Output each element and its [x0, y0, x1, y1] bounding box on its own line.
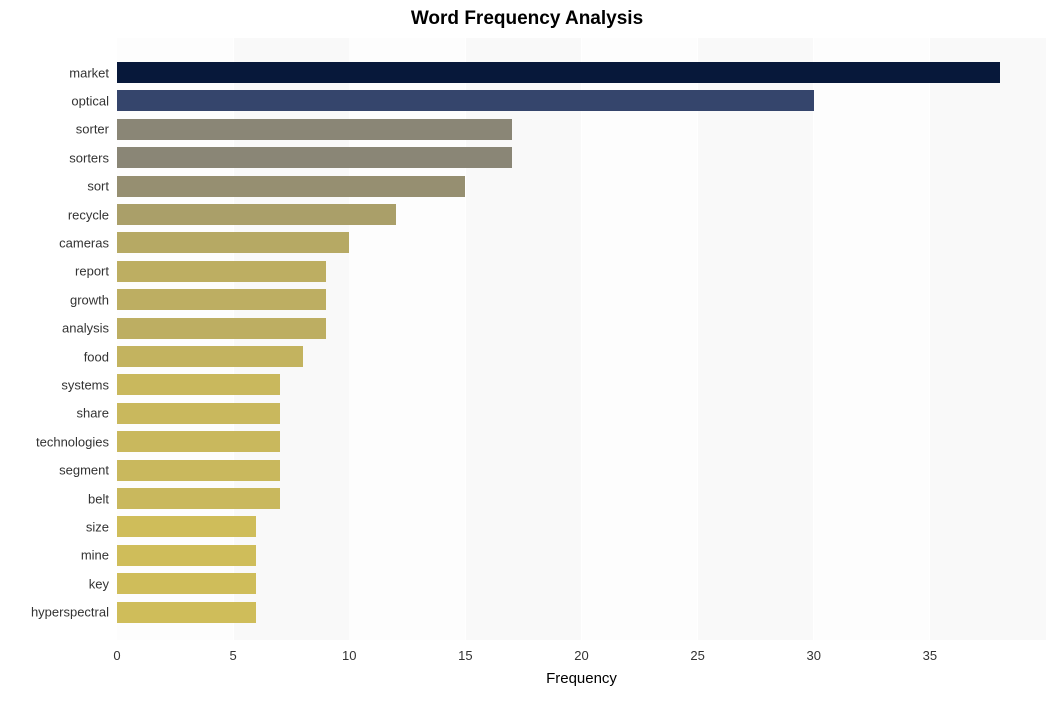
bar [117, 176, 465, 197]
bar [117, 516, 256, 537]
bar [117, 232, 349, 253]
y-tick-label: report [0, 264, 109, 279]
x-axis-title: Frequency [117, 670, 1046, 687]
x-tick-label: 0 [113, 648, 120, 663]
y-tick-label: technologies [0, 434, 109, 449]
chart-title: Word Frequency Analysis [0, 8, 1054, 30]
y-tick-label: mine [0, 548, 109, 563]
x-tick-label: 25 [690, 648, 704, 663]
bar [117, 460, 280, 481]
y-tick-label: belt [0, 491, 109, 506]
bar [117, 62, 1000, 83]
y-tick-label: sorter [0, 122, 109, 137]
y-tick-label: growth [0, 292, 109, 307]
y-tick-label: analysis [0, 321, 109, 336]
bar [117, 545, 256, 566]
bar [117, 204, 396, 225]
bar [117, 488, 280, 509]
chart-container: Word Frequency Analysis market optical sor… [0, 0, 1054, 701]
y-tick-label: size [0, 519, 109, 534]
bar [117, 602, 256, 623]
y-tick-label: cameras [0, 235, 109, 250]
grid-line [697, 38, 698, 640]
bar [117, 374, 280, 395]
x-tick-label: 35 [923, 648, 937, 663]
bar [117, 573, 256, 594]
y-tick-label: optical [0, 93, 109, 108]
x-tick-label: 5 [230, 648, 237, 663]
bar [117, 90, 814, 111]
y-tick-label: key [0, 576, 109, 591]
plot-area [117, 38, 1046, 640]
y-tick-label: segment [0, 463, 109, 478]
grid-line [929, 38, 930, 640]
bar [117, 431, 280, 452]
x-tick-label: 15 [458, 648, 472, 663]
bar [117, 346, 303, 367]
bar [117, 119, 512, 140]
x-tick-label: 30 [807, 648, 821, 663]
y-tick-label: recycle [0, 207, 109, 222]
grid-band [582, 38, 698, 640]
grid-band [814, 38, 930, 640]
bar [117, 261, 326, 282]
y-tick-label: hyperspectral [0, 605, 109, 620]
y-tick-label: sort [0, 179, 109, 194]
y-tick-label: share [0, 406, 109, 421]
y-tick-label: systems [0, 377, 109, 392]
x-tick-label: 20 [574, 648, 588, 663]
y-tick-label: sorters [0, 150, 109, 165]
grid-line [1046, 38, 1047, 640]
x-tick-label: 10 [342, 648, 356, 663]
y-tick-label: food [0, 349, 109, 364]
bar [117, 289, 326, 310]
bar [117, 318, 326, 339]
y-tick-label: market [0, 65, 109, 80]
bar [117, 147, 512, 168]
bar [117, 403, 280, 424]
